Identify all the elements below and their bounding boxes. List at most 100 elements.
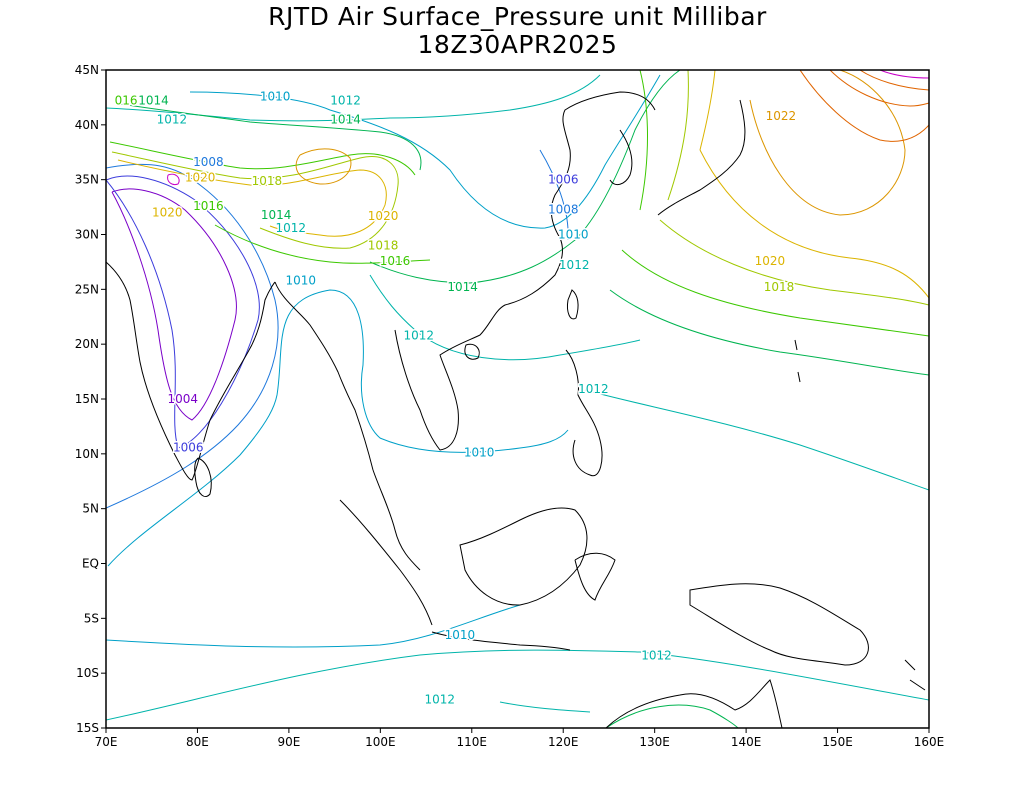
lat-tick-label: 15S <box>76 721 99 735</box>
lat-tick-label: 30N <box>75 228 99 242</box>
contour-label-1006: 1006 <box>173 440 204 454</box>
contour-label-1020: 1020 <box>152 206 183 220</box>
lon-axis: 70E 80E 90E 100E 110E 120E 130E 140E 150E 160E <box>95 728 945 749</box>
coast-indochina <box>394 237 563 451</box>
lon-tick-label: 150E <box>822 735 853 749</box>
coast-china <box>550 91 656 239</box>
coast-hainan <box>464 343 480 360</box>
coast-java <box>431 631 571 651</box>
contour-1014 <box>369 70 681 284</box>
contour-label-1012: 1012 <box>559 258 590 272</box>
contour-label-1016: 1016 <box>193 199 224 213</box>
contour-label-1012: 1012 <box>275 221 306 235</box>
contour-label-1014: 1014 <box>261 208 292 222</box>
contour-high <box>879 70 929 79</box>
contour-label-1008: 1008 <box>193 155 224 169</box>
map-subtitle-time: 18Z30APR2025 <box>417 30 618 59</box>
contour-1012 <box>106 649 929 721</box>
contour-label-1010: 1010 <box>260 89 291 103</box>
contour-1012 <box>584 389 929 491</box>
contour-label-1010: 1010 <box>445 628 476 642</box>
contour-label-1018: 1018 <box>252 174 283 188</box>
contour-label-1012: 1012 <box>578 382 609 396</box>
lat-axis: 45N 40N 35N 30N 25N 20N 15N 10N 5N EQ 5S 10S 15S <box>75 63 106 735</box>
coast-borneo <box>459 507 588 606</box>
contour-1028 <box>859 70 929 91</box>
lon-tick-label: 140E <box>731 735 762 749</box>
lat-tick-label: 35N <box>75 173 99 187</box>
coast-taiwan <box>567 289 579 320</box>
contour-1020 <box>699 149 929 299</box>
coast-srilanka <box>194 457 212 497</box>
contour-label-1012: 1012 <box>330 94 361 108</box>
contour-label-1012: 1012 <box>157 112 188 126</box>
contour-1008 <box>539 149 569 241</box>
lat-tick-label: 40N <box>75 118 99 132</box>
contour-label-1020: 1020 <box>368 209 399 223</box>
contour-label-1016: 016 <box>115 94 138 108</box>
contour-1010 <box>106 604 521 648</box>
contour-1020 <box>699 70 716 151</box>
coastlines <box>106 91 926 728</box>
coast-japan <box>657 99 746 216</box>
coast-newguinea <box>689 583 869 666</box>
map-frame <box>105 69 930 729</box>
contour-1018 <box>667 70 689 201</box>
lon-tick-label: 100E <box>365 735 396 749</box>
contour-1006 <box>106 175 260 449</box>
contour-label-1012: 1012 <box>424 692 455 706</box>
contour-label-1014: 1014 <box>138 94 169 108</box>
lon-tick-label: 160E <box>914 735 945 749</box>
contour-1014 <box>605 704 739 728</box>
contour-label-1010: 1010 <box>286 274 317 288</box>
contour-1008 <box>106 163 279 509</box>
coast-pacific-islands <box>794 339 926 691</box>
lat-tick-label: 10S <box>76 666 99 680</box>
contour-high <box>167 173 180 185</box>
contour-1018 <box>659 219 929 306</box>
lon-tick-label: 110E <box>457 735 488 749</box>
contour-1012 <box>499 701 591 713</box>
lat-tick-label: 5N <box>82 502 99 516</box>
lon-tick-label: 80E <box>186 735 209 749</box>
lat-tick-label: 45N <box>75 63 99 77</box>
contour-label-1012: 1012 <box>641 649 672 663</box>
contour-label-1018: 1018 <box>764 280 795 294</box>
lat-tick-label: 25N <box>75 282 99 296</box>
contour-label-1014: 1014 <box>447 280 478 294</box>
contour-label-1006: 1006 <box>548 173 579 187</box>
contour-label-1010: 1010 <box>558 228 589 242</box>
contour-label-1020: 1020 <box>185 170 216 184</box>
coast-philippines <box>565 349 603 477</box>
pressure-contours <box>106 70 929 728</box>
coast-malay <box>372 469 421 571</box>
contour-1014 <box>119 103 422 171</box>
contour-label-1016: 1016 <box>380 254 411 268</box>
lat-tick-label: 20N <box>75 337 99 351</box>
contour-label-1008: 1008 <box>548 202 579 216</box>
contour-1024 <box>799 70 929 142</box>
contour-1022 <box>749 70 906 216</box>
lon-tick-label: 130E <box>639 735 670 749</box>
lat-tick-label: 5S <box>84 611 99 625</box>
contour-label-1004: 1004 <box>168 392 199 406</box>
contour-1012 <box>369 274 641 361</box>
contour-1016 <box>109 141 416 176</box>
contour-1010 <box>107 289 569 567</box>
contour-1010 <box>189 74 661 229</box>
lon-tick-label: 120E <box>548 735 579 749</box>
coast-india <box>106 261 276 481</box>
lat-tick-label: EQ <box>82 557 99 571</box>
map-title: RJTD Air Surface_Pressure unit Millibar <box>268 2 767 31</box>
contour-1016 <box>214 224 431 264</box>
contour-label-1010: 1010 <box>464 446 495 460</box>
coast-korea <box>609 129 633 186</box>
lon-tick-label: 70E <box>95 735 118 749</box>
contour-label-1018: 1018 <box>368 238 399 252</box>
contour-1016 <box>621 249 929 337</box>
coast-bay-bengal <box>274 281 374 471</box>
contour-1004 <box>111 188 237 421</box>
contour-1020 <box>117 159 387 237</box>
